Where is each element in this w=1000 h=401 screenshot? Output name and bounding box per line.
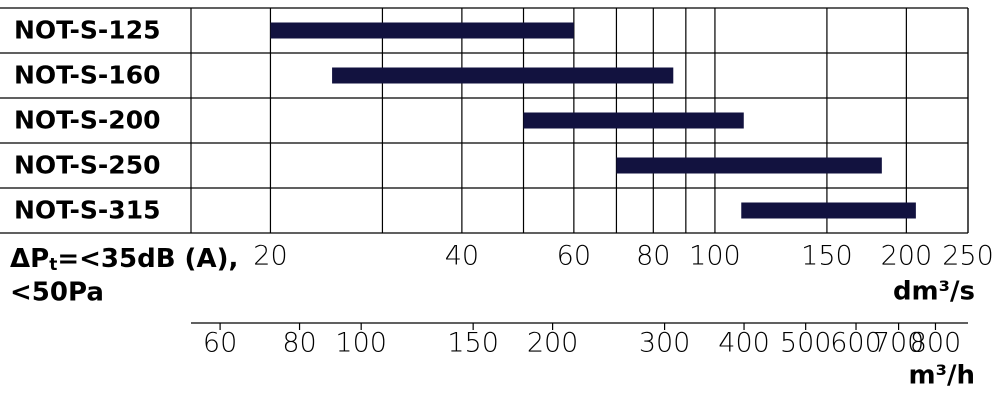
x2-tick-label: 150 xyxy=(447,328,499,359)
note-subscript: t xyxy=(49,255,57,275)
x2-tick-label: 700 xyxy=(873,328,925,359)
x2-tick-label: 60 xyxy=(203,328,237,359)
x2-title: m³/h xyxy=(909,361,976,391)
x-tick-label: 40 xyxy=(445,241,479,272)
x2-tick-label: 200 xyxy=(527,328,579,359)
x-tick-label: 60 xyxy=(557,241,591,272)
x2-tick-label: 500 xyxy=(780,328,832,359)
x2-tick-label: 400 xyxy=(718,328,770,359)
note-symbol: ΔP xyxy=(10,244,49,274)
x2-tick-label: 80 xyxy=(282,328,316,359)
category-label: NOT-S-125 xyxy=(14,16,161,45)
category-label: NOT-S-315 xyxy=(14,196,161,225)
x-tick-label: 100 xyxy=(689,241,741,272)
x-tick-label: 200 xyxy=(881,241,933,272)
range-bar xyxy=(616,157,882,174)
range-bar xyxy=(741,202,916,219)
x2-tick-label: 300 xyxy=(639,328,691,359)
category-label: NOT-S-250 xyxy=(14,151,161,180)
x2-tick-label: 800 xyxy=(910,328,962,359)
x-tick-label: 250 xyxy=(942,241,994,272)
x-title: dm³/s xyxy=(893,277,975,307)
range-bar xyxy=(523,112,744,129)
category-label: NOT-S-160 xyxy=(14,61,161,90)
range-bar xyxy=(332,67,674,84)
range-bar xyxy=(270,22,574,39)
x-tick-label: 80 xyxy=(636,241,670,272)
note-text: =<35dB (A), xyxy=(57,244,238,274)
x-tick-label: 150 xyxy=(801,241,853,272)
note2: <50Pa xyxy=(10,278,104,308)
note: ΔPt=<35dB (A), xyxy=(10,244,238,276)
x2-tick-label: 100 xyxy=(335,328,387,359)
x2-tick-label: 600 xyxy=(830,328,882,359)
category-label: NOT-S-200 xyxy=(14,106,161,135)
x-tick-label: 20 xyxy=(253,241,287,272)
